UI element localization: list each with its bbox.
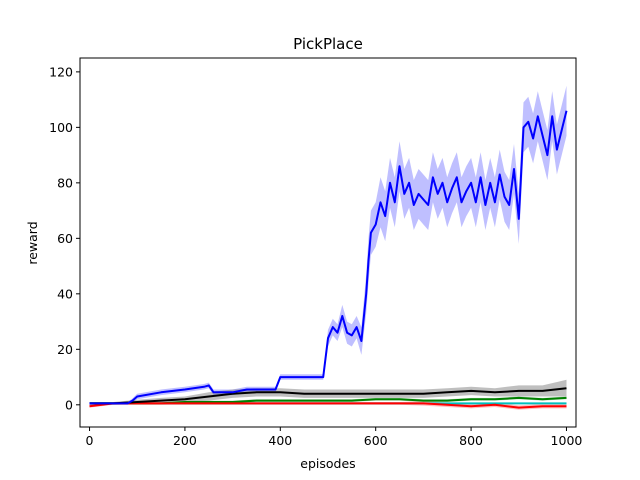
series-2-line [89, 402, 567, 409]
x-axis-label: episodes [300, 456, 355, 471]
series-1-band [89, 379, 567, 405]
y-tick-label: 40 [57, 286, 73, 301]
y-tick-label: 80 [57, 175, 73, 190]
series-1-line [89, 387, 567, 405]
chart-title: PickPlace [293, 35, 363, 53]
plot-area [89, 85, 568, 410]
y-tick-label: 20 [57, 342, 73, 357]
y-axis-label: reward [25, 221, 40, 264]
series-0-band [89, 85, 567, 405]
axes-frame [79, 57, 577, 428]
y-axis: 0 20 40 60 80 100 120 [49, 64, 80, 412]
series-0-line [89, 110, 568, 405]
y-tick-label: 100 [49, 120, 73, 135]
x-tick-label: 1000 [551, 433, 583, 448]
x-tick-label: 200 [173, 433, 197, 448]
x-tick-label: 400 [268, 433, 292, 448]
x-tick-label: 0 [86, 433, 94, 448]
y-tick-label: 120 [49, 64, 73, 79]
y-tick-label: 60 [57, 231, 73, 246]
y-tick-label: 0 [65, 397, 73, 412]
x-tick-label: 800 [459, 433, 483, 448]
x-tick-label: 600 [364, 433, 388, 448]
x-axis: 0 200 400 600 800 1000 [86, 427, 583, 448]
